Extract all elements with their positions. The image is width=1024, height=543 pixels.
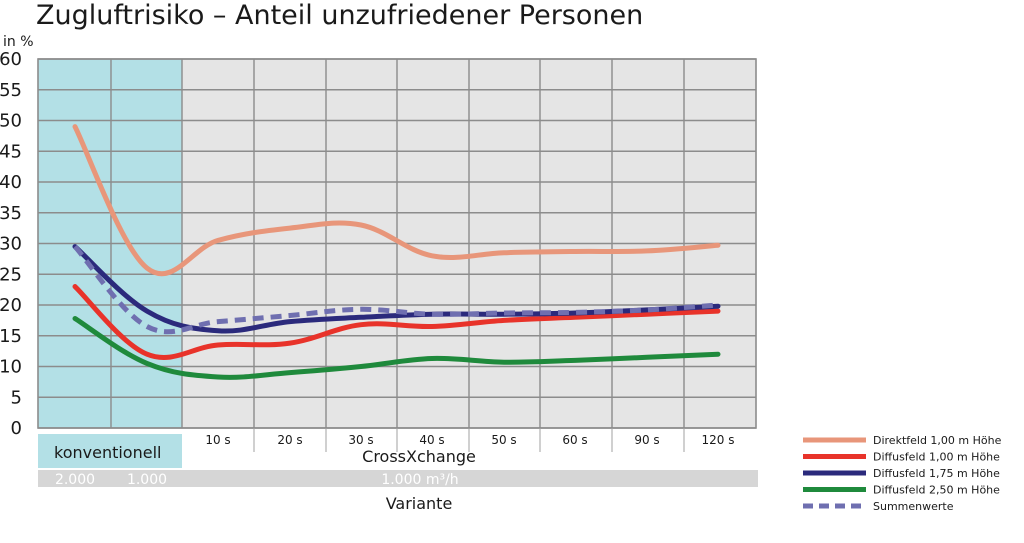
series-line-5 [73, 244, 719, 335]
series-line-1 [72, 124, 721, 277]
series-line-2 [72, 284, 721, 360]
legend-label: Direktfeld 1,00 m Höhe [873, 434, 1002, 447]
y-tick-label: 55 [0, 80, 22, 101]
x-tick-label: 120 s [702, 433, 735, 447]
legend: Direktfeld 1,00 m Höhe Diffusfeld 1,00 m … [803, 434, 1002, 513]
y-tick-label: 35 [0, 203, 22, 224]
x-axis-ticks: 10 s 20 s 30 s 40 s 50 s 60 s 90 s 120 s [205, 433, 734, 447]
group-label-conventional: konventionell [54, 443, 161, 462]
y-unit-label: in % [3, 34, 34, 50]
y-tick-label: 15 [0, 326, 22, 347]
x-tick-label: 10 s [205, 433, 230, 447]
y-axis-ticks: 0 5 10 15 20 25 30 35 40 45 50 55 60 [0, 49, 22, 439]
series-line-3 [72, 244, 721, 334]
flow-label-1000: 1.000 [127, 472, 167, 488]
y-tick-label: 60 [0, 49, 22, 70]
legend-label: Summenwerte [873, 500, 954, 513]
y-tick-label: 30 [0, 234, 22, 255]
y-tick-label: 10 [0, 357, 22, 378]
y-tick-label: 20 [0, 295, 22, 316]
legend-label: Diffusfeld 1,75 m Höhe [873, 467, 1000, 480]
x-tick-label: 30 s [348, 433, 373, 447]
y-tick-label: 40 [0, 172, 22, 193]
chart-title: Zugluftrisiko – Anteil unzufriedener Per… [36, 0, 643, 31]
x-tick-label: 20 s [277, 433, 302, 447]
flow-label-2000: 2.000 [55, 472, 95, 488]
series-layer [72, 124, 721, 380]
y-tick-label: 0 [11, 418, 22, 439]
group-label-crossxchange: CrossXchange [362, 447, 476, 466]
y-tick-label: 25 [0, 264, 22, 285]
flow-rate-band [38, 470, 758, 487]
legend-label: Diffusfeld 1,00 m Höhe [873, 451, 1000, 464]
x-tick-label: 50 s [491, 433, 516, 447]
legend-label: Diffusfeld 2,50 m Höhe [873, 484, 1000, 497]
y-tick-label: 45 [0, 141, 22, 162]
y-tick-label: 50 [0, 111, 22, 132]
y-tick-label: 5 [11, 387, 22, 408]
group-band-conventional [38, 434, 182, 468]
flow-label-crossxchange: 1.000 m³/h [381, 472, 458, 488]
series-line-4 [72, 316, 721, 380]
x-tick-label: 90 s [634, 433, 659, 447]
x-axis-title: Variante [386, 494, 453, 513]
x-tick-label: 40 s [419, 433, 444, 447]
x-tick-label: 60 s [562, 433, 587, 447]
